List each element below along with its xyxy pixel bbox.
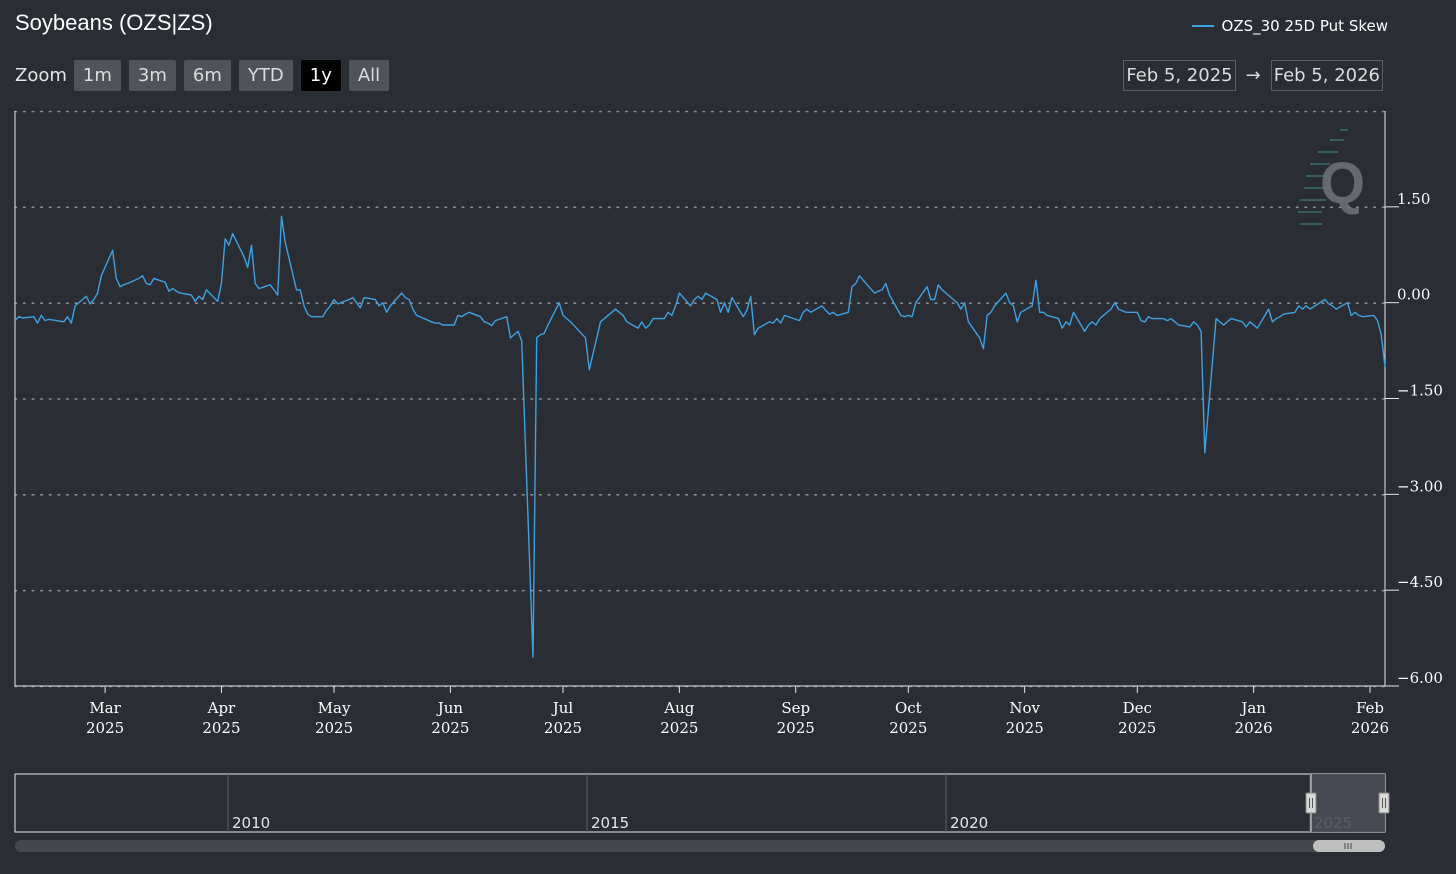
- zoom-label: Zoom: [15, 65, 67, 86]
- range-from-input[interactable]: Feb 5, 2025: [1123, 60, 1236, 91]
- navigator-label: 2010: [232, 814, 270, 832]
- scrollbar[interactable]: [15, 840, 1385, 852]
- y-axis-ticks: 1.50 0.00 −1.50 −3.00 −4.50 −6.00: [1385, 190, 1443, 687]
- x-tick-month: Nov: [1009, 699, 1040, 717]
- navigator-right-handle[interactable]: [1378, 792, 1390, 814]
- y-tick-label: 0.00: [1397, 286, 1430, 304]
- x-tick-month: Sep: [781, 699, 810, 717]
- series-line-put-skew: [14, 215, 1386, 658]
- legend-swatch: [1191, 25, 1214, 27]
- x-tick-month: Apr: [207, 699, 236, 717]
- x-tick-month: May: [318, 699, 351, 717]
- x-tick-month: Aug: [663, 699, 694, 717]
- x-tick-year: 2025: [777, 719, 815, 737]
- x-tick-year: 2025: [660, 719, 698, 737]
- x-tick-month: Oct: [895, 699, 922, 717]
- x-tick-month: Mar: [89, 699, 121, 717]
- zoom-6m-button[interactable]: 6m: [183, 60, 231, 91]
- y-tick-label: −4.50: [1397, 573, 1443, 591]
- navigator-left-handle[interactable]: [1305, 792, 1317, 814]
- zoom-controls: Zoom 1m 3m 6m YTD 1y All: [15, 60, 397, 91]
- svg-text:Q: Q: [1320, 151, 1365, 216]
- x-tick-year: 2026: [1351, 719, 1389, 737]
- zoom-1y-button[interactable]: 1y: [300, 60, 341, 91]
- legend-label: OZS_30 25D Put Skew: [1221, 17, 1388, 35]
- x-tick-year: 2025: [315, 719, 353, 737]
- navigator-window[interactable]: [1311, 774, 1385, 832]
- grid-lines: [14, 110, 1386, 688]
- y-tick-label: 1.50: [1397, 190, 1430, 208]
- y-tick-label: −3.00: [1397, 477, 1443, 495]
- x-tick-year: 2025: [431, 719, 469, 737]
- x-tick-year: 2025: [1118, 719, 1156, 737]
- q-logo-icon: Q: [1298, 129, 1365, 225]
- x-tick-month: Dec: [1123, 699, 1152, 717]
- x-axis-ticks: Mar 2025 Apr 2025 May 2025 Jun 2025 Jul 2025 Aug 20…: [86, 686, 1389, 737]
- x-tick-month: Feb: [1356, 699, 1384, 717]
- zoom-3m-button[interactable]: 3m: [128, 60, 176, 91]
- y-tick-label: −6.00: [1397, 669, 1443, 687]
- range-to-input[interactable]: Feb 5, 2026: [1270, 60, 1383, 91]
- axes: [14, 111, 1386, 687]
- x-tick-year: 2025: [1006, 719, 1044, 737]
- legend-item[interactable]: OZS_30 25D Put Skew: [1191, 17, 1388, 35]
- x-tick-month: Jun: [436, 699, 464, 717]
- date-range: Feb 5, 2025 → Feb 5, 2026: [1123, 60, 1383, 91]
- x-tick-year: 2026: [1235, 719, 1273, 737]
- zoom-1m-button[interactable]: 1m: [73, 60, 121, 91]
- scrollbar-thumb[interactable]: [1313, 840, 1385, 852]
- navigator[interactable]: 2010201520202025: [14, 773, 1390, 833]
- navigator-label: 2020: [950, 814, 988, 832]
- zoom-all-button[interactable]: All: [348, 60, 390, 91]
- x-tick-year: 2025: [544, 719, 582, 737]
- x-tick-year: 2025: [889, 719, 927, 737]
- x-tick-year: 2025: [202, 719, 240, 737]
- range-arrow: →: [1245, 65, 1261, 86]
- zoom-ytd-button[interactable]: YTD: [238, 60, 293, 91]
- navigator-label: 2015: [591, 814, 629, 832]
- y-tick-label: −1.50: [1397, 382, 1443, 400]
- x-tick-month: Jul: [551, 699, 574, 717]
- x-tick-year: 2025: [86, 719, 124, 737]
- x-tick-month: Jan: [1239, 699, 1266, 717]
- chart-title: Soybeans (OZS|ZS): [15, 10, 213, 35]
